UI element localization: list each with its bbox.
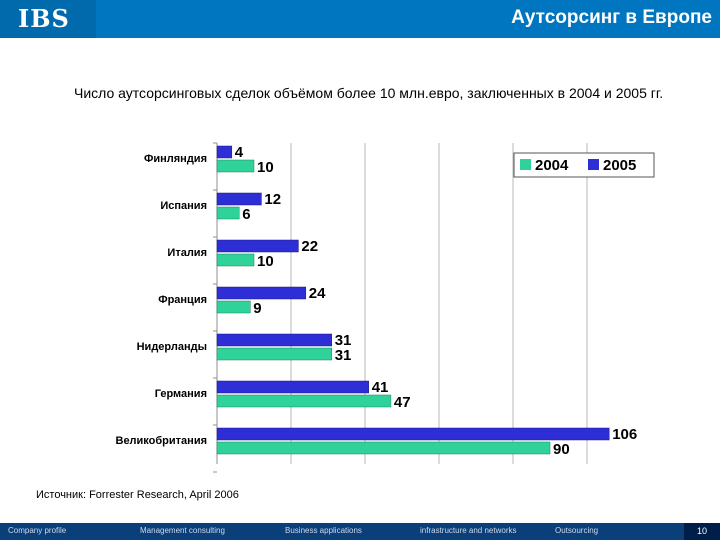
legend-label-2004: 2004 <box>535 157 569 174</box>
footer-item-outsourcing[interactable]: Outsourcing <box>555 526 599 535</box>
legend-label-2005: 2005 <box>603 157 636 174</box>
bar-2005 <box>216 286 307 300</box>
chart-title: Число аутсорсинговых сделок объёмом боле… <box>74 85 664 101</box>
page-title: Аутсорсинг в Европе <box>511 7 712 28</box>
bar-2004 <box>216 206 240 220</box>
category-label: Финляндия <box>144 153 207 165</box>
legend-swatch-2004 <box>520 159 531 170</box>
data-label-2004: 10 <box>257 159 274 176</box>
bar-2004 <box>216 347 332 361</box>
data-label-2004: 47 <box>394 394 411 411</box>
category-label: Германия <box>155 388 207 400</box>
ibs-logo: IBS <box>18 4 70 33</box>
data-label-2005: 31 <box>335 332 352 349</box>
legend-box <box>513 152 655 178</box>
logo-box: IBS <box>0 0 96 38</box>
category-label: Нидерланды <box>137 341 207 353</box>
data-label-2005: 12 <box>264 191 281 208</box>
data-label-2004: 10 <box>257 253 274 270</box>
data-label-2005: 41 <box>372 379 389 396</box>
footer-item-business-applications[interactable]: Business applications <box>285 526 362 535</box>
footer-item-infrastructure[interactable]: infrastructure and networks <box>420 526 517 535</box>
bar-2005 <box>216 427 610 441</box>
bar-2004 <box>216 394 392 408</box>
category-label: Франция <box>158 294 207 306</box>
bar-2004 <box>216 441 551 455</box>
data-label-2005: 22 <box>301 238 318 255</box>
bar-2005 <box>216 239 299 253</box>
legend-swatch-2005 <box>588 159 599 170</box>
category-label: Испания <box>160 200 207 212</box>
bar-2005 <box>216 192 262 206</box>
data-label-2005: 24 <box>309 285 326 302</box>
data-label-2005: 106 <box>612 426 637 443</box>
data-label-2004: 90 <box>553 441 570 458</box>
footer-item-management-consulting[interactable]: Management consulting <box>140 526 225 535</box>
data-label-2004: 6 <box>242 206 250 223</box>
bar-2005 <box>216 333 332 347</box>
bar-2005 <box>216 380 369 394</box>
page-number: 10 <box>684 523 720 540</box>
data-label-2004: 31 <box>335 347 352 364</box>
bar-2004 <box>216 300 251 314</box>
bar-2004 <box>216 253 255 267</box>
data-label-2004: 9 <box>253 300 261 317</box>
header-bar: IBS Аутсорсинг в Европе <box>0 0 720 38</box>
footer-bar: Company profile Management consulting Bu… <box>0 523 720 540</box>
bar-2004 <box>216 159 255 173</box>
source-note: Источник: Forrester Research, April 2006 <box>36 489 239 501</box>
data-label-2005: 4 <box>235 144 244 161</box>
category-label: Великобритания <box>116 435 208 447</box>
footer-item-company-profile[interactable]: Company profile <box>8 526 67 535</box>
category-label: Италия <box>167 247 207 259</box>
bar-2005 <box>216 145 233 159</box>
